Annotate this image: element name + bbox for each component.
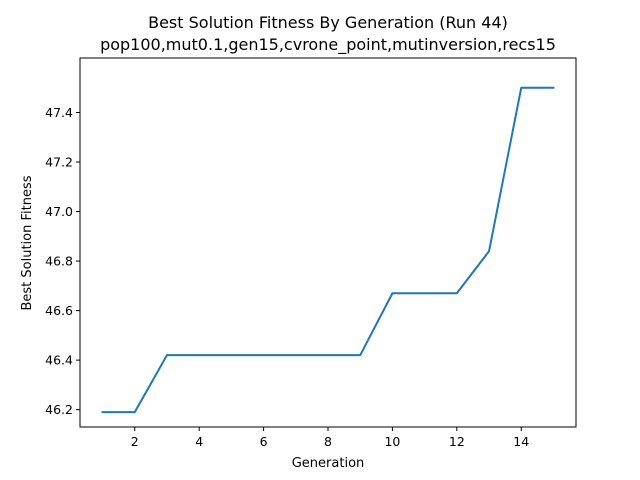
y-tick-label: 47.0	[45, 204, 73, 219]
y-tick-label: 47.2	[45, 155, 73, 170]
x-tick-label: 6	[260, 434, 268, 449]
chart-title: Best Solution Fitness By Generation (Run…	[148, 13, 508, 32]
y-tick-label: 46.6	[45, 303, 73, 318]
y-tick-label: 47.4	[45, 105, 73, 120]
y-tick-label: 46.8	[45, 254, 73, 269]
x-tick-label: 14	[513, 434, 529, 449]
x-tick-label: 4	[195, 434, 203, 449]
x-tick-label: 12	[449, 434, 465, 449]
x-tick-label: 10	[384, 434, 400, 449]
axes-frame	[79, 57, 577, 428]
x-tick-label: 2	[131, 434, 139, 449]
x-axis-label: Generation	[292, 456, 365, 471]
plot-area: 2 4 6 8 10 12 14 46.2 46.4 46.6 46.8 47.0 47.2 47.4	[45, 57, 577, 449]
x-tick-label: 8	[324, 434, 332, 449]
chart-subtitle: pop100,mut0.1,gen15,cvrone_point,mutinve…	[100, 35, 556, 55]
series-line-0	[101, 86, 555, 414]
y-tick-label: 46.4	[45, 353, 73, 368]
y-tick-label: 46.2	[45, 402, 73, 417]
y-axis-label: Best Solution Fitness	[20, 175, 35, 310]
